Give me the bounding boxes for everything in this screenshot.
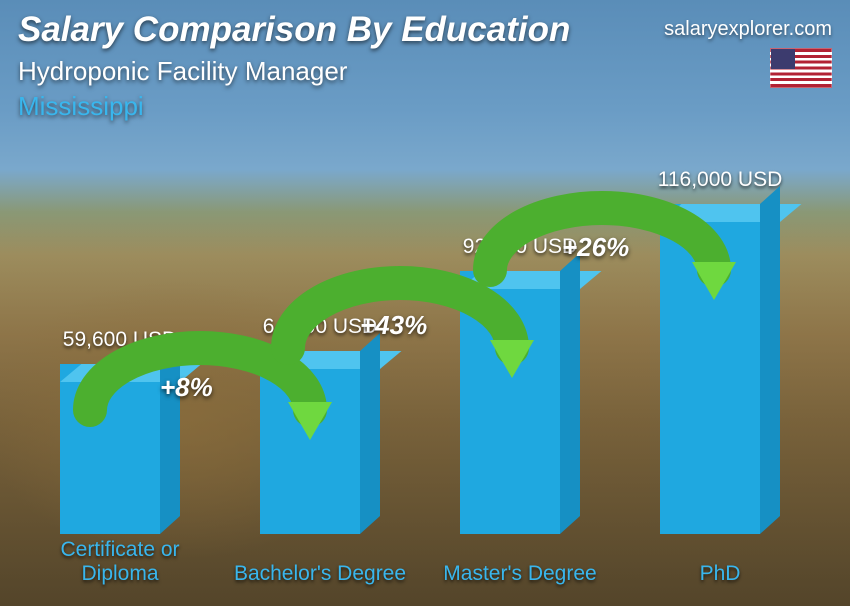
watermark: salaryexplorer.com: [664, 18, 832, 41]
bar-label: Bachelor's Degree: [230, 562, 410, 586]
bar-value: 92,400 USD: [463, 235, 577, 259]
bar-group: 64,400 USD: [255, 315, 385, 534]
bar: [260, 351, 380, 534]
increase-pct: +8%: [160, 372, 213, 403]
bar-label: Master's Degree: [430, 562, 610, 586]
increase-pct: +43%: [360, 310, 427, 341]
chart-area: 59,600 USD Certificate or Diploma 64,400 U…: [30, 150, 800, 586]
bar-group: 92,400 USD: [455, 235, 585, 534]
chart-location: Mississippi: [18, 91, 832, 122]
bar: [460, 271, 580, 534]
chart-subtitle: Hydroponic Facility Manager: [18, 56, 832, 87]
increase-pct: +26%: [562, 232, 629, 263]
bar-group: 116,000 USD: [655, 168, 785, 534]
bar-label: Certificate or Diploma: [30, 538, 210, 586]
bar-group: 59,600 USD: [55, 328, 185, 534]
bar: [660, 204, 780, 534]
bar-value: 116,000 USD: [658, 168, 783, 192]
flag-icon: [770, 48, 832, 88]
bar-value: 59,600 USD: [63, 328, 177, 352]
bar-label: PhD: [630, 562, 810, 586]
